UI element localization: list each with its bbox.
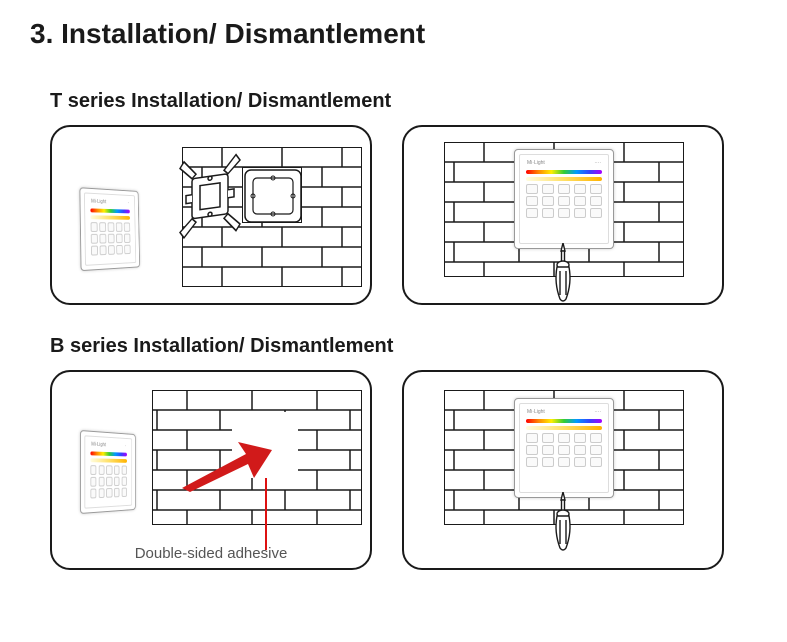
t-series-dismantle-diagram: Mi·Light····	[402, 125, 724, 305]
mounting-bracket-icon	[162, 153, 252, 253]
screwdriver-icon	[548, 492, 578, 552]
b-series-section: B series Installation/ Dismantlement	[30, 335, 757, 570]
b-series-heading: B series Installation/ Dismantlement	[50, 335, 757, 358]
control-panel-icon: Mi·Light····	[514, 398, 614, 498]
control-panel-icon: Mi·Light····	[514, 149, 614, 249]
control-panel-icon: Mi·Light·	[80, 430, 136, 514]
t-series-install-diagram: Mi·Light·	[50, 125, 372, 305]
b-series-row: Mi·Light· Double-sided adhesive	[50, 370, 757, 570]
main-heading: 3. Installation/ Dismantlement	[30, 18, 757, 50]
t-series-section: T series Installation/ Dismantlement	[30, 90, 757, 305]
t-series-heading: T series Installation/ Dismantlement	[50, 90, 757, 113]
t-series-row: Mi·Light·	[50, 125, 757, 305]
red-leader-line	[265, 478, 267, 550]
red-arrow-icon	[182, 442, 272, 492]
screwdriver-icon	[548, 243, 578, 303]
adhesive-caption: Double-sided adhesive	[52, 545, 370, 562]
b-series-dismantle-diagram: Mi·Light····	[402, 370, 724, 570]
b-series-install-diagram: Mi·Light· Double-sided adhesive	[50, 370, 372, 570]
control-panel-icon: Mi·Light·	[79, 187, 140, 271]
